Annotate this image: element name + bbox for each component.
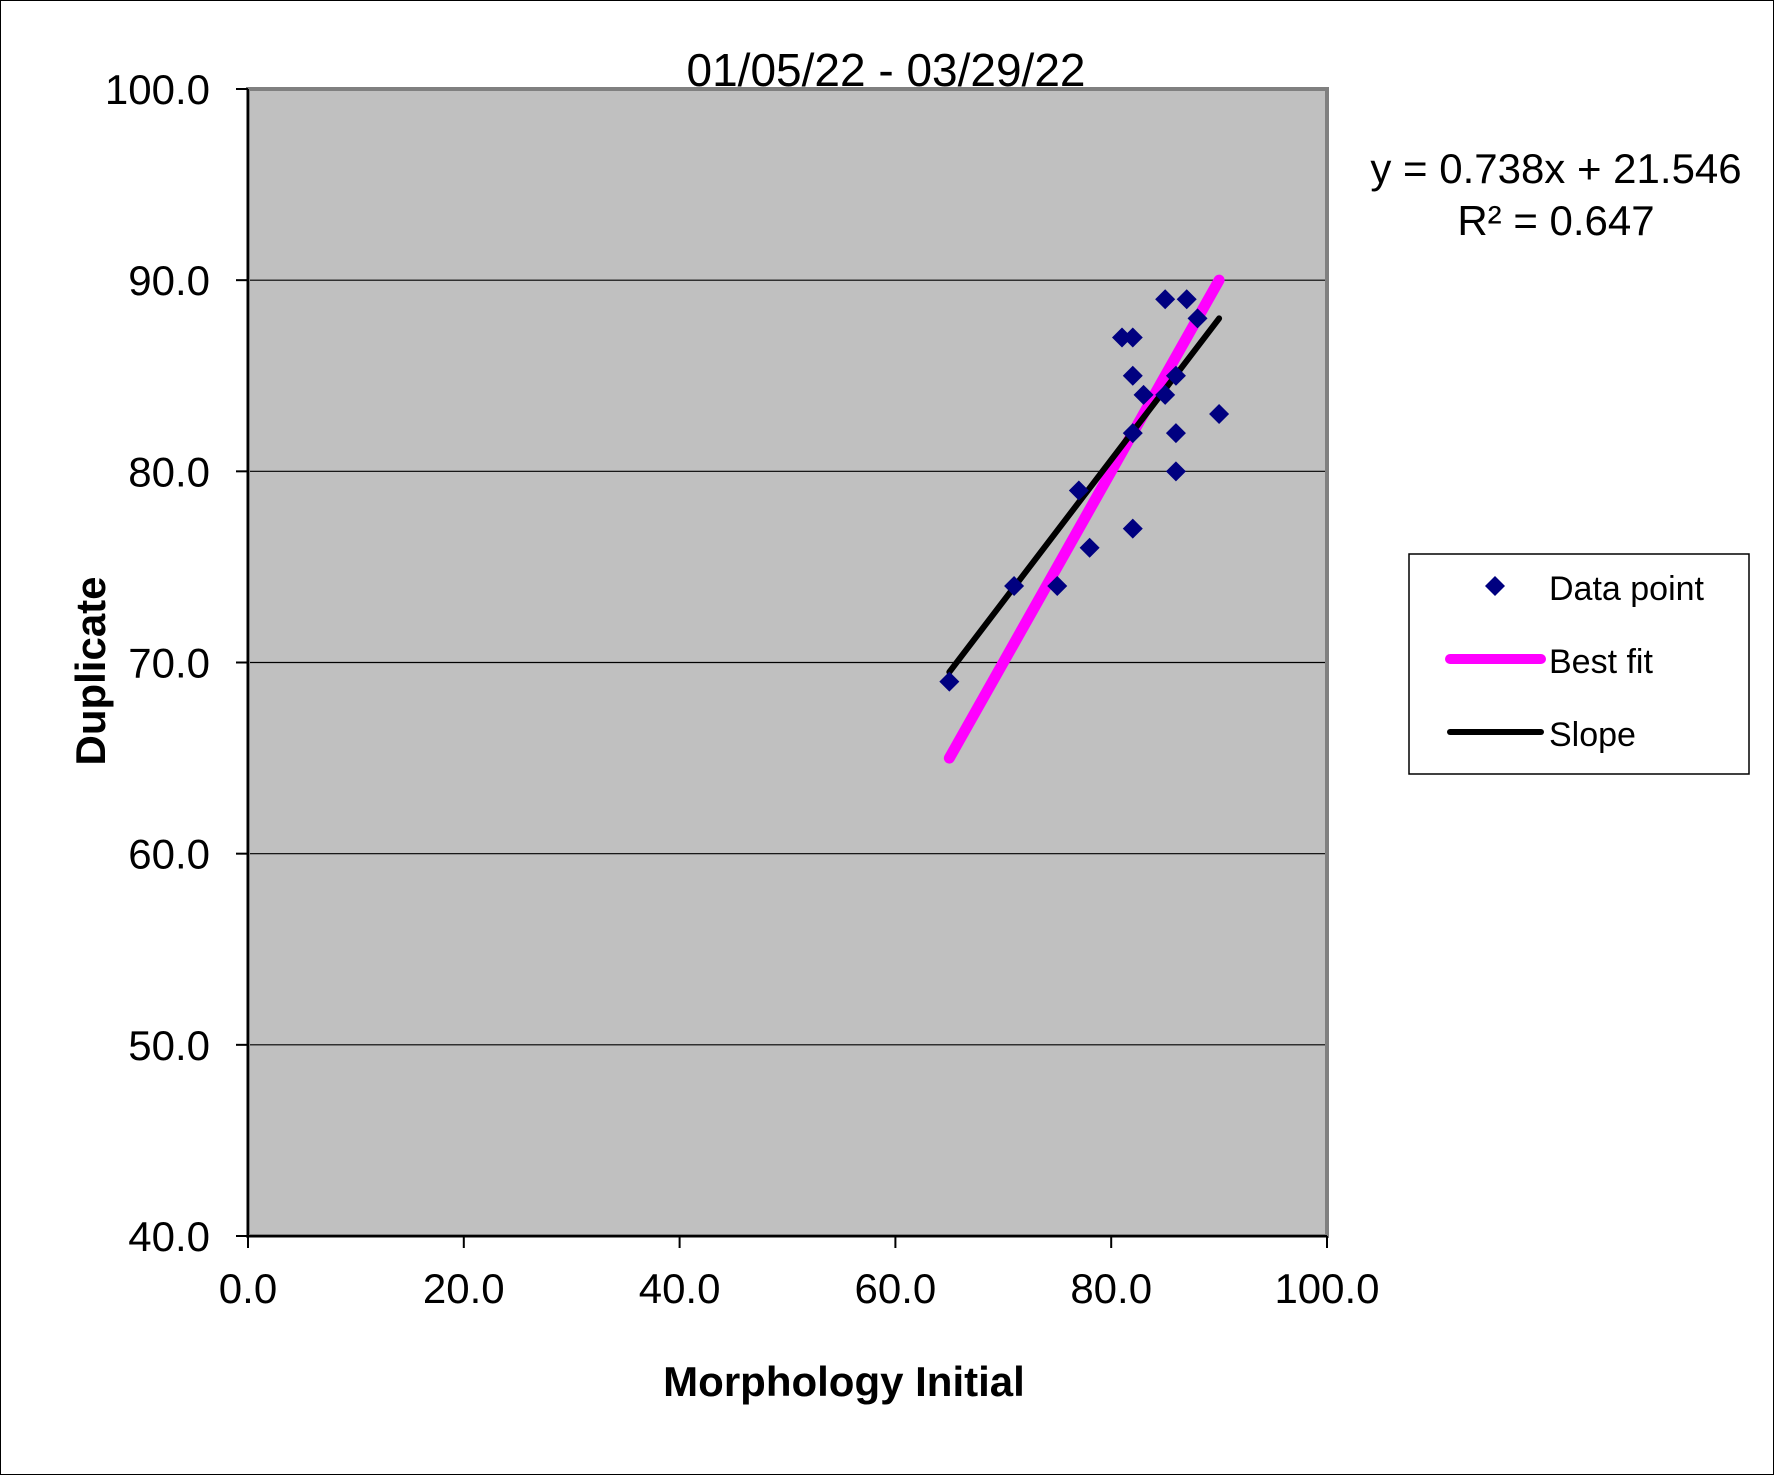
y-axis-title: Duplicate — [67, 576, 114, 765]
x-tick-label: 80.0 — [1070, 1265, 1152, 1312]
r-squared-label: R² = 0.647 — [1457, 197, 1654, 244]
y-tick-label: 80.0 — [128, 448, 210, 495]
x-tick-label: 100.0 — [1274, 1265, 1379, 1312]
legend-label: Data point — [1549, 570, 1705, 608]
legend-marker-data-point — [1485, 576, 1505, 596]
x-tick-label: 60.0 — [855, 1265, 937, 1312]
data-point-marker — [1187, 308, 1208, 329]
y-tick-label: 70.0 — [128, 640, 210, 687]
y-tick-label: 40.0 — [128, 1213, 210, 1260]
data-point-marker — [1068, 480, 1089, 501]
x-tick-label: 0.0 — [219, 1265, 277, 1312]
data-point-marker — [1079, 537, 1100, 558]
data-point-marker — [1165, 423, 1186, 444]
data-point-marker — [1122, 423, 1143, 444]
best-fit-line — [943, 274, 1225, 764]
y-tick-label: 50.0 — [128, 1022, 210, 1069]
gridlines — [248, 279, 1327, 1046]
chart-title: 01/05/22 - 03/29/22 — [687, 44, 1086, 96]
data-point-marker — [1155, 384, 1176, 405]
data-point-marker — [939, 671, 960, 692]
regression-equation: y = 0.738x + 21.546 — [1370, 145, 1741, 192]
data-point-marker — [1165, 461, 1186, 482]
x-tick-label: 20.0 — [423, 1265, 505, 1312]
axis-ticks: 40.0 50.0 60.0 70.0 80.0 90.0 100.0 0.0 20.0 40.0… — [105, 66, 1380, 1312]
series-layer — [939, 274, 1230, 764]
data-point-marker — [1209, 403, 1230, 424]
y-tick-label: 100.0 — [105, 66, 210, 113]
data-point-marker — [1111, 327, 1132, 348]
legend-label: Best fit — [1549, 643, 1653, 681]
data-point-marker — [1165, 365, 1186, 386]
x-axis-title: Morphology Initial — [663, 1358, 1025, 1405]
data-point-marker — [1122, 327, 1143, 348]
data-point-marker — [1176, 289, 1197, 310]
legend-label: Slope — [1549, 716, 1636, 754]
legend: Data point Best fit Slope — [1408, 553, 1750, 775]
data-point-marker — [1122, 518, 1143, 539]
y-tick-label: 60.0 — [128, 831, 210, 878]
x-tick-label: 40.0 — [639, 1265, 721, 1312]
data-point-marker — [1122, 365, 1143, 386]
data-point-marker — [1133, 384, 1154, 405]
data-point-marker — [1155, 289, 1176, 310]
data-point-marker — [1004, 576, 1025, 597]
data-point-marker — [1047, 576, 1068, 597]
y-tick-label: 90.0 — [128, 257, 210, 304]
